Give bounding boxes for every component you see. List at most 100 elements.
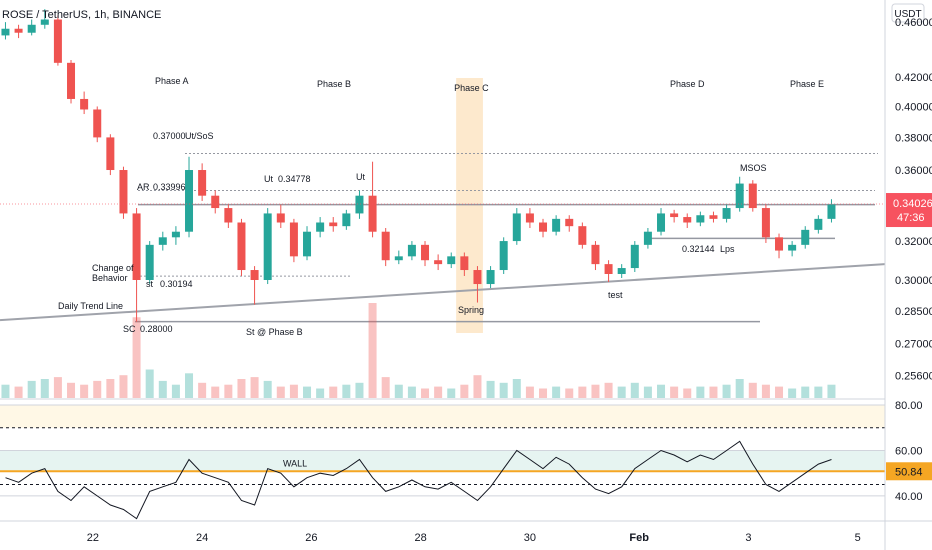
volume-bar — [407, 386, 416, 398]
candle-body — [591, 244, 600, 265]
volume-bar — [27, 380, 36, 398]
candle-body — [342, 213, 351, 227]
volume-bar — [250, 377, 259, 398]
y-tick-label: 0.42000 — [895, 72, 932, 84]
candle-body — [80, 98, 89, 110]
y-tick-label: 0.27000 — [895, 339, 932, 351]
volume-bar — [421, 388, 430, 398]
candle-body — [368, 195, 377, 232]
volume-bar — [473, 375, 482, 398]
candle-body — [486, 270, 495, 285]
candle-body — [604, 264, 613, 274]
candle-body — [329, 222, 338, 227]
annotation: 0.28000 — [140, 324, 173, 334]
volume-bar — [735, 379, 744, 398]
annotation: Ut/SoS — [185, 131, 214, 141]
volume-bar — [106, 379, 115, 398]
annotation: Phase B — [317, 79, 351, 89]
x-tick-label: 3 — [745, 532, 751, 544]
volume-bar — [643, 386, 652, 398]
volume-bar — [211, 386, 220, 398]
volume-bar — [565, 388, 574, 398]
candle-body — [539, 222, 548, 232]
candle-body — [237, 222, 246, 271]
candle-body — [801, 229, 810, 245]
rsi-band — [0, 405, 885, 428]
y-tick-label: 0.38000 — [895, 132, 932, 144]
currency-badge[interactable] — [891, 3, 925, 23]
phase-highlight — [456, 78, 483, 333]
volume-bar — [591, 384, 600, 398]
chart-title: ROSE / TetherUS, 1h, BINANCE — [2, 9, 161, 21]
rsi-tick-label: 60.00 — [895, 445, 923, 457]
annotation: St @ Phase B — [246, 327, 303, 337]
volume-bar — [604, 382, 613, 398]
plot: Phase C Daily Trend Line Phase A Phase B Pha… — [0, 9, 886, 520]
rsi-wall-box — [886, 462, 932, 481]
rsi-wall-name: WALL — [283, 458, 307, 468]
candle-body — [722, 208, 731, 219]
annotation: SC — [123, 324, 136, 334]
y-tick-label: 0.36000 — [895, 165, 932, 177]
annotation: Phase A — [155, 76, 189, 86]
volume-bar — [40, 379, 49, 398]
volume-bar — [775, 386, 784, 398]
candle-body — [499, 241, 508, 271]
candle-body — [67, 62, 76, 99]
annotation: MSOS — [740, 163, 767, 173]
volume-bar — [630, 382, 639, 398]
volume-bar — [158, 380, 167, 398]
volume-bar — [761, 384, 770, 398]
volume-bar — [67, 382, 76, 398]
candle-body — [211, 195, 220, 209]
volume-bar — [368, 303, 377, 398]
annotation: Lps — [720, 244, 735, 254]
trend-line — [0, 263, 886, 322]
candle-body — [171, 231, 180, 238]
volume-bar — [617, 386, 626, 398]
candle-body — [578, 226, 587, 245]
volume-bar — [342, 384, 351, 398]
volume-bar — [171, 384, 180, 398]
volume-bar — [709, 386, 718, 398]
rsi-tick-label: 80.00 — [895, 400, 923, 412]
candle-body — [185, 170, 194, 232]
y-tick-label: 0.40000 — [895, 101, 932, 113]
volume-bar — [224, 384, 233, 398]
volume-bar — [145, 369, 154, 398]
volume-bar — [434, 386, 443, 398]
currency: USDT — [894, 9, 921, 20]
volume-bar — [512, 379, 521, 398]
volume-bar — [316, 388, 325, 398]
candle-body — [683, 217, 692, 223]
rsi-wall-label: 50.84 — [895, 466, 923, 478]
annotation: Spring — [458, 305, 484, 315]
x-tick-label: 24 — [196, 532, 208, 544]
volume-bar — [289, 384, 298, 398]
candle-body — [670, 213, 679, 218]
candle-body — [27, 24, 36, 33]
candle-body — [198, 170, 207, 196]
y-tick-label: 0.46000 — [895, 17, 932, 29]
candle-body — [394, 256, 403, 261]
y-tick-label: 0.30000 — [895, 275, 932, 287]
candle-body — [355, 195, 364, 214]
volume-bar — [329, 386, 338, 398]
candle-body — [381, 231, 390, 261]
x-tick-label: 26 — [305, 532, 317, 544]
y-tick-label: 0.25600 — [895, 371, 932, 383]
volume-bar — [683, 388, 692, 398]
volume-bar — [381, 377, 390, 398]
volume-bar — [499, 382, 508, 398]
annotation: 0.37000 — [153, 131, 186, 141]
candle-body — [145, 244, 154, 280]
countdown-label: 47:36 — [897, 212, 925, 224]
candle-body — [132, 213, 141, 280]
candle-body — [525, 213, 534, 223]
candle-body — [447, 256, 456, 265]
rsi-line — [5, 440, 832, 520]
annotation: Ut — [264, 174, 273, 184]
volume-bar — [748, 382, 757, 398]
y-tick-label: 0.28500 — [895, 306, 932, 318]
y-tick-label: 0.32000 — [895, 236, 932, 248]
